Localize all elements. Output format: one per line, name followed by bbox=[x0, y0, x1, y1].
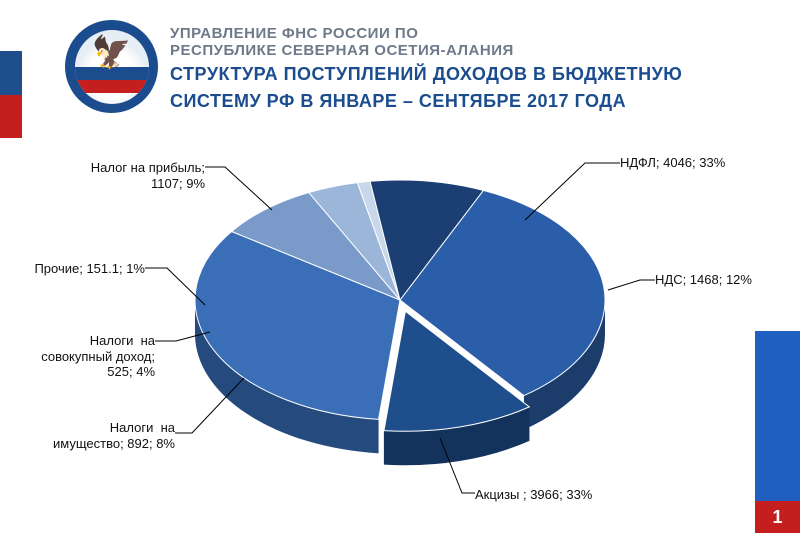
slice-label: Прочие; 151.1; 1% bbox=[34, 261, 145, 277]
emblem-ring: 🦅 bbox=[65, 20, 158, 113]
stripe-blue bbox=[0, 51, 22, 94]
page-number-box: 1 bbox=[755, 501, 800, 533]
page: 🦅 УПРАВЛЕНИЕ ФНС РОССИИ ПО РЕСПУБЛИКЕ СЕ… bbox=[0, 0, 800, 533]
slice-label: НДФЛ; 4046; 33% bbox=[620, 155, 725, 171]
slice-label: НДС; 1468; 12% bbox=[655, 272, 752, 288]
stripe-red bbox=[0, 95, 22, 138]
title-line-1: СТРУКТУРА ПОСТУПЛЕНИЙ ДОХОДОВ В БЮДЖЕТНУ… bbox=[170, 63, 770, 86]
header: УПРАВЛЕНИЕ ФНС РОССИИ ПО РЕСПУБЛИКЕ СЕВЕ… bbox=[170, 25, 770, 114]
pie-chart bbox=[0, 140, 800, 510]
eagle-icon: 🦅 bbox=[92, 33, 132, 71]
leader-line bbox=[205, 167, 272, 210]
title-line-2: СИСТЕМУ РФ В ЯНВАРЕ – СЕНТЯБРЕ 2017 ГОДА bbox=[170, 90, 770, 113]
fns-emblem: 🦅 bbox=[65, 20, 158, 113]
left-flag-stripe bbox=[0, 8, 22, 138]
slice-label: Налоги на имущество; 892; 8% bbox=[53, 420, 175, 451]
leader-line bbox=[608, 280, 655, 290]
slice-label: Акцизы ; 3966; 33% bbox=[475, 487, 592, 503]
right-blue-bar bbox=[755, 331, 800, 501]
stripe-white bbox=[0, 8, 22, 51]
emblem-flag-red bbox=[75, 80, 149, 93]
emblem-inner: 🦅 bbox=[75, 30, 149, 104]
slice-label: Налог на прибыль; 1107; 9% bbox=[91, 160, 205, 191]
slice-label: Налоги на совокупный доход; 525; 4% bbox=[41, 333, 155, 380]
page-number: 1 bbox=[772, 507, 782, 528]
org-line-2: РЕСПУБЛИКЕ СЕВЕРНАЯ ОСЕТИЯ-АЛАНИЯ bbox=[170, 42, 770, 59]
org-line-1: УПРАВЛЕНИЕ ФНС РОССИИ ПО bbox=[170, 25, 770, 42]
